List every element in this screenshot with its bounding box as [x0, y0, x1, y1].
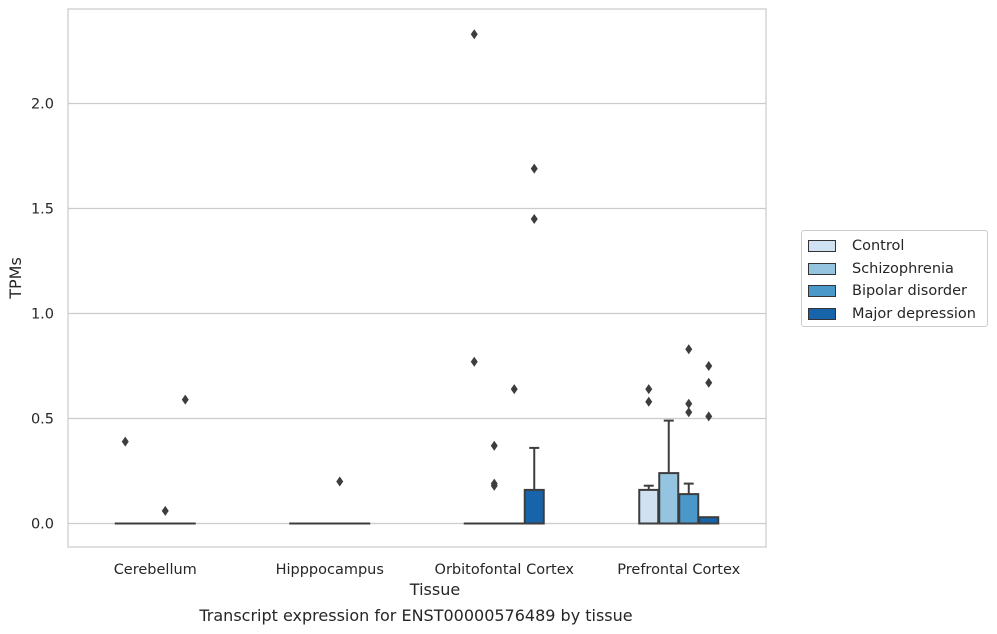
y-tick-label: 2.0 [31, 97, 54, 113]
outlier-point [685, 398, 693, 409]
x-tick-label: Cerebellum [114, 562, 197, 578]
box-0-0 [114, 436, 136, 525]
box-3-3 [698, 361, 720, 525]
grid-lines [68, 102, 766, 525]
legend-swatch [808, 240, 836, 253]
box-0-3 [174, 394, 196, 525]
box-body [678, 493, 700, 525]
x-tick-label: Orbitofontal Cortex [435, 562, 575, 578]
axis-ticks: 0.0 0.5 1.0 1.5 2.0 Cerebellum Hipppocampus Orb… [31, 97, 741, 579]
y-tick-label: 1.5 [31, 202, 54, 218]
outlier-point [161, 505, 169, 516]
box-marks [114, 29, 720, 525]
box-body [523, 488, 545, 525]
legend-label: Major depression [852, 305, 976, 322]
chart-caption: Transcript expression for ENST0000057648… [199, 606, 633, 625]
outlier-point [490, 440, 498, 451]
outlier-point [470, 356, 478, 367]
box-1-2 [329, 476, 351, 525]
legend-swatch [808, 285, 836, 298]
outlier-point [685, 407, 693, 418]
box-body [638, 488, 660, 525]
legend-item: Bipolar disorder [808, 280, 987, 303]
box-2-3 [523, 163, 545, 525]
outlier-point [645, 384, 653, 395]
legend-label: Bipolar disorder [852, 283, 967, 300]
legend-swatch [808, 262, 836, 275]
x-tick-label: Prefrontal Cortex [617, 562, 740, 578]
legend-item: Schizophrenia [808, 258, 987, 281]
y-tick-label: 0.0 [31, 517, 54, 533]
outlier-point [121, 436, 129, 447]
box-0-2 [154, 505, 176, 525]
legend-label: Control [852, 238, 905, 255]
box-body [658, 472, 680, 525]
outlier-point [705, 361, 713, 371]
legend-swatch [808, 307, 836, 320]
x-axis-label: Tissue [409, 580, 460, 599]
outlier-point [530, 214, 538, 224]
outlier-point [490, 480, 498, 491]
outlier-point [530, 163, 538, 174]
outlier-point [510, 384, 518, 395]
outlier-point [336, 476, 344, 487]
box-2-2 [503, 384, 525, 525]
outlier-point [705, 411, 713, 422]
plot-frame [67, 8, 767, 548]
legend-item: Major depression [808, 303, 987, 326]
x-tick-label: Hipppocampus [276, 562, 384, 578]
outlier-point [705, 377, 713, 388]
y-tick-label: 0.5 [31, 412, 54, 428]
box-3-2 [678, 344, 700, 525]
outlier-point [685, 344, 693, 355]
legend: Control Schizophrenia Bipolar disorder Majo… [801, 230, 988, 327]
outlier-point [181, 394, 189, 405]
box-3-0 [638, 384, 660, 525]
outlier-point [470, 29, 478, 40]
box-2-1 [483, 440, 505, 525]
legend-label: Schizophrenia [852, 260, 954, 277]
box-3-1 [658, 419, 680, 525]
outlier-point [645, 396, 653, 407]
y-axis-label: TPMs [6, 257, 25, 300]
legend-item: Control [808, 235, 987, 258]
y-tick-label: 1.0 [31, 307, 54, 323]
